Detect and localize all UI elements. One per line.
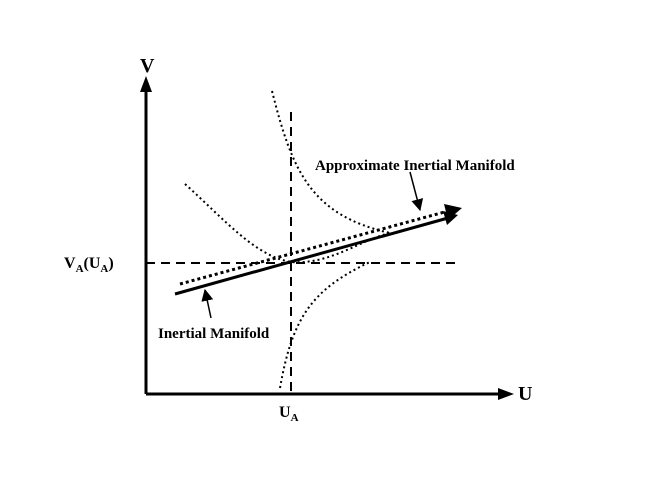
y-tick-close-paren: ) xyxy=(108,255,113,272)
inertial-label-pointer xyxy=(201,288,214,319)
approximate-inertial-manifold-label: Approximate Inertial Manifold xyxy=(315,158,515,174)
inertial-manifold-label: Inertial Manifold xyxy=(158,326,270,342)
y-tick-paren-u: (U xyxy=(84,255,101,272)
x-tick-sub: A xyxy=(291,412,299,424)
approximate-inertial-manifold-line xyxy=(179,208,453,286)
inertial-manifold-line xyxy=(174,216,449,296)
y-tick-sub-a2: A xyxy=(100,263,108,275)
lower-hyperbola-curve xyxy=(279,261,371,389)
x-axis-label: U xyxy=(518,383,532,405)
y-axis-arrowhead xyxy=(140,76,152,92)
x-tick-label-ua: UA xyxy=(279,404,299,424)
approximate-label-pointer xyxy=(409,171,424,212)
x-axis-arrowhead xyxy=(498,388,514,400)
y-axis-label: V xyxy=(140,55,155,77)
y-tick-label-va-ua: VA(UA) xyxy=(64,255,114,275)
x-tick-main: U xyxy=(279,404,291,421)
upper-hyperbola-curve xyxy=(271,90,391,234)
y-tick-main-v: V xyxy=(64,255,76,272)
y-tick-sub-a1: A xyxy=(76,263,84,275)
inertial-manifold-arrowhead xyxy=(443,211,458,225)
